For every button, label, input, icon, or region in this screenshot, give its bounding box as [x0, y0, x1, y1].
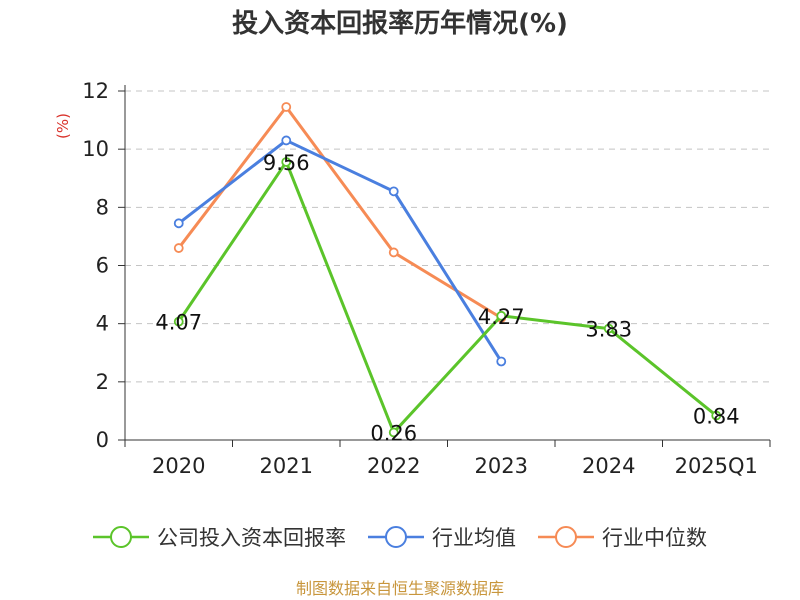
data-label: 3.83	[585, 318, 632, 342]
chart-title: 投入资本回报率历年情况(%)	[232, 8, 568, 39]
data-label: 4.27	[478, 305, 525, 329]
legend-item[interactable]: 公司投入资本回报率	[93, 526, 346, 550]
data-point[interactable]	[173, 316, 184, 327]
data-label: 4.07	[155, 311, 202, 335]
y-tick-label: 8	[96, 195, 109, 219]
data-point[interactable]	[281, 135, 292, 146]
legend-marker-icon	[385, 526, 407, 548]
y-tick-label: 6	[96, 254, 109, 278]
y-axis-unit: (%)	[54, 113, 72, 139]
data-point[interactable]	[711, 410, 722, 421]
y-tick-label: 10	[82, 137, 109, 161]
data-point[interactable]	[388, 427, 399, 438]
source-note: 制图数据来自恒生聚源数据库	[296, 579, 504, 598]
y-tick-label: 12	[82, 79, 109, 103]
data-point[interactable]	[603, 323, 614, 334]
x-tick-label: 2022	[367, 454, 420, 478]
x-tick-label: 2025Q1	[675, 454, 758, 478]
data-point[interactable]	[496, 310, 507, 321]
legend-marker-icon	[555, 526, 577, 548]
x-tick-label: 2021	[260, 454, 313, 478]
data-labels: 4.07 9.56 0.26 4.27 3.83 0.84	[155, 151, 739, 445]
x-tick-label: 2020	[152, 454, 205, 478]
legend-item[interactable]: 行业中位数	[538, 526, 707, 550]
y-tick-label: 2	[96, 370, 109, 394]
data-label: 9.56	[263, 151, 310, 175]
data-point[interactable]	[281, 102, 292, 112]
legend-item[interactable]: 行业均值	[368, 526, 516, 550]
data-point[interactable]	[173, 243, 184, 253]
data-label: 0.26	[370, 421, 417, 445]
legend-label: 行业均值	[432, 526, 516, 550]
gridlines	[125, 90, 770, 383]
data-label: 0.84	[693, 405, 740, 429]
series-line	[177, 160, 718, 434]
legend-marker-icon	[110, 526, 132, 548]
x-tick-label: 2024	[582, 454, 635, 478]
series-group	[173, 102, 722, 438]
legend-label: 公司投入资本回报率	[157, 526, 346, 550]
data-point[interactable]	[496, 356, 507, 367]
axes: 0 2 4 6 8 10 12 2020 2021 2022 2023 2024 2025Q1	[82, 79, 771, 478]
y-tick-label: 4	[96, 312, 109, 336]
series-line	[177, 105, 503, 320]
x-tick-label: 2023	[475, 454, 528, 478]
y-tick-label: 0	[96, 428, 109, 452]
legend[interactable]: 公司投入资本回报率 行业均值 行业中位数	[93, 526, 707, 550]
data-point[interactable]	[388, 247, 399, 258]
series-line	[177, 138, 503, 363]
data-point[interactable]	[281, 157, 292, 167]
data-point[interactable]	[173, 218, 184, 229]
data-point[interactable]	[388, 186, 399, 197]
legend-label: 行业中位数	[602, 526, 707, 550]
